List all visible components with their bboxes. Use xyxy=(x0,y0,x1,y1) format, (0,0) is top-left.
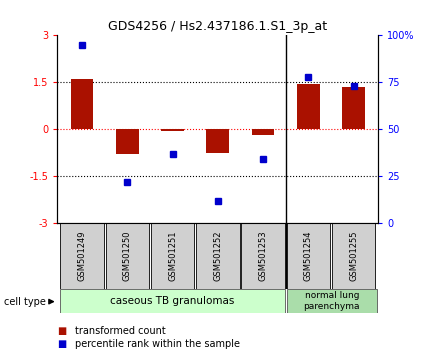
Bar xyxy=(71,79,93,129)
Bar xyxy=(161,129,184,131)
Title: GDS4256 / Hs2.437186.1.S1_3p_at: GDS4256 / Hs2.437186.1.S1_3p_at xyxy=(108,20,327,33)
Text: normal lung
parenchyma: normal lung parenchyma xyxy=(304,291,360,310)
Text: GSM501249: GSM501249 xyxy=(77,230,87,281)
Bar xyxy=(196,223,239,289)
Bar xyxy=(151,223,194,289)
Bar xyxy=(286,223,330,289)
Text: ■: ■ xyxy=(57,326,66,336)
Bar xyxy=(60,289,285,313)
Bar xyxy=(252,129,275,136)
Text: GSM501253: GSM501253 xyxy=(259,230,268,281)
Bar xyxy=(342,87,365,129)
Bar xyxy=(60,223,104,289)
Bar xyxy=(297,84,319,129)
Text: ■: ■ xyxy=(57,339,66,349)
Text: percentile rank within the sample: percentile rank within the sample xyxy=(75,339,240,349)
Bar xyxy=(116,129,139,154)
Text: GSM501251: GSM501251 xyxy=(168,230,177,281)
Bar xyxy=(241,223,285,289)
Bar xyxy=(106,223,149,289)
Text: caseous TB granulomas: caseous TB granulomas xyxy=(110,296,235,306)
Text: GSM501254: GSM501254 xyxy=(304,230,313,281)
Text: transformed count: transformed count xyxy=(75,326,165,336)
Bar xyxy=(286,289,377,313)
Text: GSM501255: GSM501255 xyxy=(349,230,358,281)
Text: GSM501250: GSM501250 xyxy=(123,230,132,281)
Bar xyxy=(332,223,375,289)
Bar xyxy=(206,129,229,153)
Text: cell type: cell type xyxy=(4,297,46,307)
Text: GSM501252: GSM501252 xyxy=(213,230,222,281)
